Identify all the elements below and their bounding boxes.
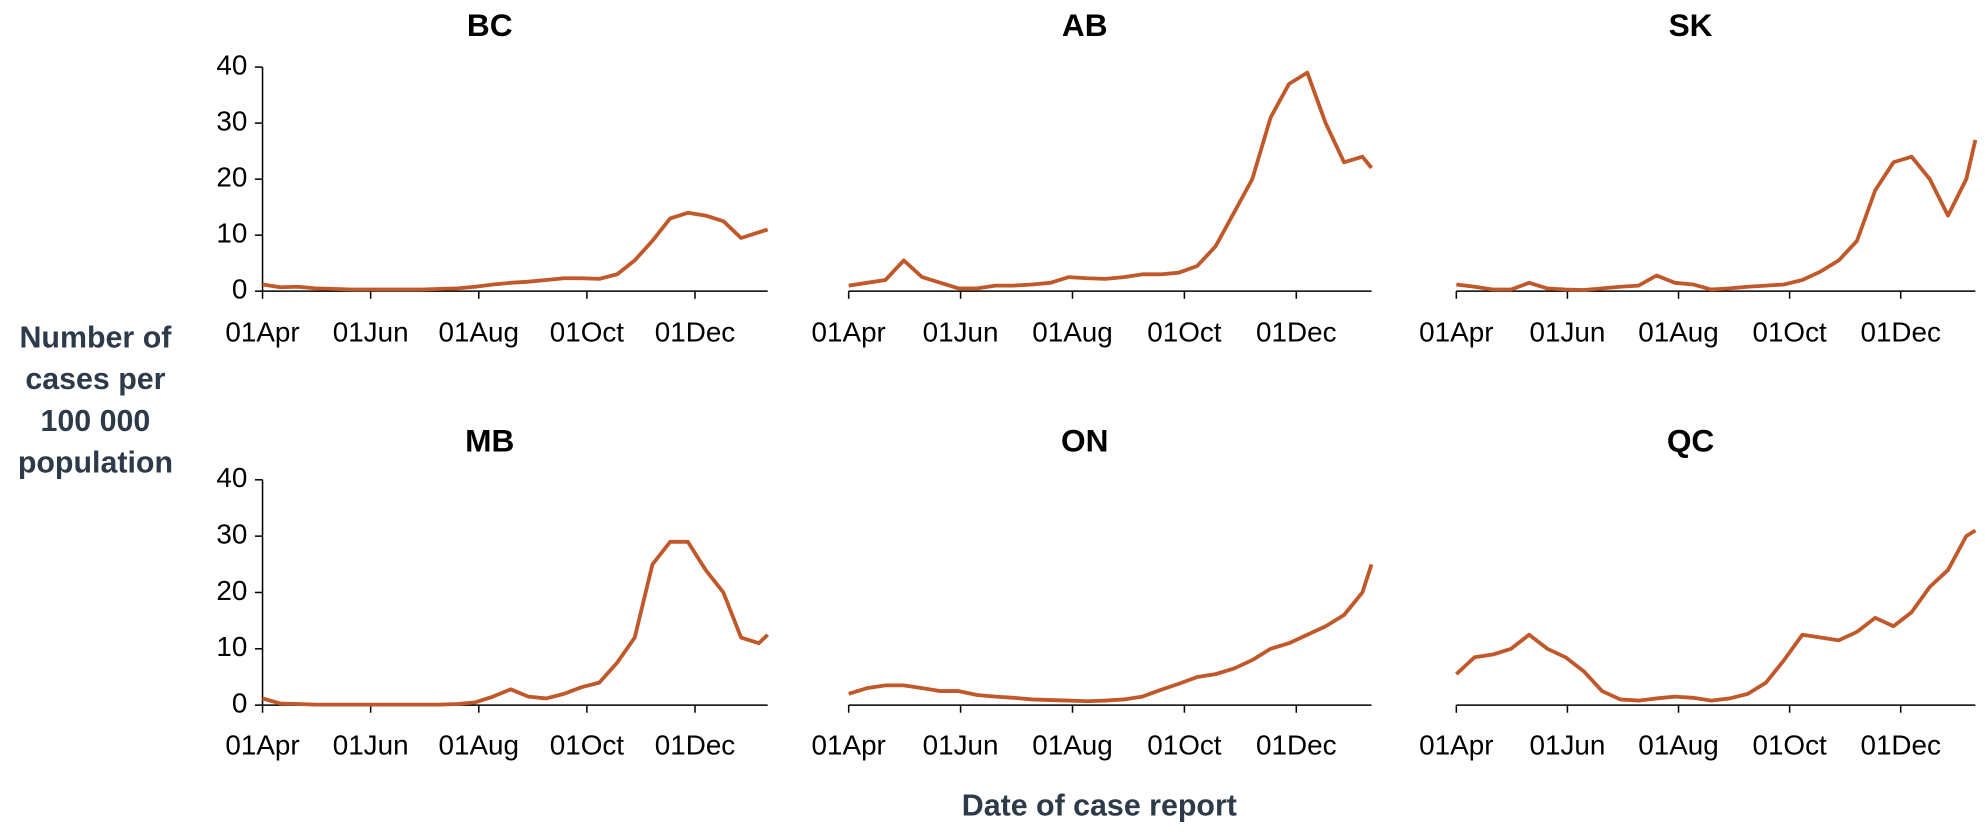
x-tick-label: 01Jun xyxy=(923,729,999,760)
panel-title: ON xyxy=(1061,422,1108,458)
x-tick-label: 01Apr xyxy=(1419,317,1493,348)
x-tick-label: 01Oct xyxy=(550,729,625,760)
panel-title: AB xyxy=(1062,7,1108,43)
x-tick-label: 01Aug xyxy=(1638,317,1719,348)
x-tick-label: 01Aug xyxy=(1032,729,1113,760)
x-tick-label: 01Apr xyxy=(225,729,299,760)
x-tick-label: 01Jun xyxy=(333,729,409,760)
panel-title: QC xyxy=(1667,422,1714,458)
x-tick-label: 01Oct xyxy=(1147,317,1222,348)
x-tick-label: 01Dec xyxy=(1860,317,1941,348)
x-tick-label: 01Dec xyxy=(1256,317,1337,348)
x-tick-label: 01Dec xyxy=(655,317,736,348)
data-line xyxy=(848,70,1373,291)
x-tick-label: 01Aug xyxy=(439,317,520,348)
data-line xyxy=(848,563,1374,704)
x-tick-label: 01Oct xyxy=(550,317,625,348)
x-tick-label: 01Jun xyxy=(1529,317,1605,348)
x-tick-label: 01Dec xyxy=(1256,729,1337,760)
y-tick-label: 10 xyxy=(216,631,247,662)
x-axis-title: Date of case report xyxy=(962,789,1237,823)
x-tick-label: 01Oct xyxy=(1752,729,1827,760)
y-tick-label: 30 xyxy=(216,105,247,136)
y-tick-label: 20 xyxy=(216,161,247,192)
y-tick-label: 10 xyxy=(216,218,247,249)
y-axis-title: 100 000 xyxy=(41,404,151,438)
y-tick-label: 20 xyxy=(216,575,247,606)
y-tick-label: 40 xyxy=(216,462,247,493)
y-axis-title: Number of xyxy=(19,320,172,354)
x-tick-label: 01Oct xyxy=(1752,317,1827,348)
x-tick-label: 01Apr xyxy=(225,317,299,348)
data-line xyxy=(262,210,769,292)
x-tick-label: 01Dec xyxy=(655,729,736,760)
x-tick-label: 01Aug xyxy=(1032,317,1113,348)
data-line xyxy=(1455,528,1977,703)
x-tick-label: 01Aug xyxy=(1638,729,1719,760)
x-tick-label: 01Jun xyxy=(923,317,999,348)
y-tick-label: 0 xyxy=(232,687,248,718)
x-tick-label: 01Jun xyxy=(333,317,409,348)
y-tick-label: 40 xyxy=(216,49,247,80)
x-tick-label: 01Apr xyxy=(1419,729,1493,760)
data-line xyxy=(262,539,769,707)
y-tick-label: 30 xyxy=(216,518,247,549)
x-tick-label: 01Dec xyxy=(1860,729,1941,760)
y-axis-title: cases per xyxy=(25,362,165,396)
x-tick-label: 01Apr xyxy=(812,729,886,760)
x-tick-label: 01Apr xyxy=(812,317,886,348)
panel-title: BC xyxy=(467,7,513,43)
panel-title: MB xyxy=(465,422,514,458)
data-line xyxy=(1456,139,1978,292)
y-tick-label: 0 xyxy=(232,274,248,305)
x-tick-label: 01Jun xyxy=(1529,729,1605,760)
panel-title: SK xyxy=(1669,7,1713,43)
x-tick-label: 01Aug xyxy=(439,729,520,760)
y-axis-title: population xyxy=(18,446,173,480)
x-tick-label: 01Oct xyxy=(1147,729,1222,760)
